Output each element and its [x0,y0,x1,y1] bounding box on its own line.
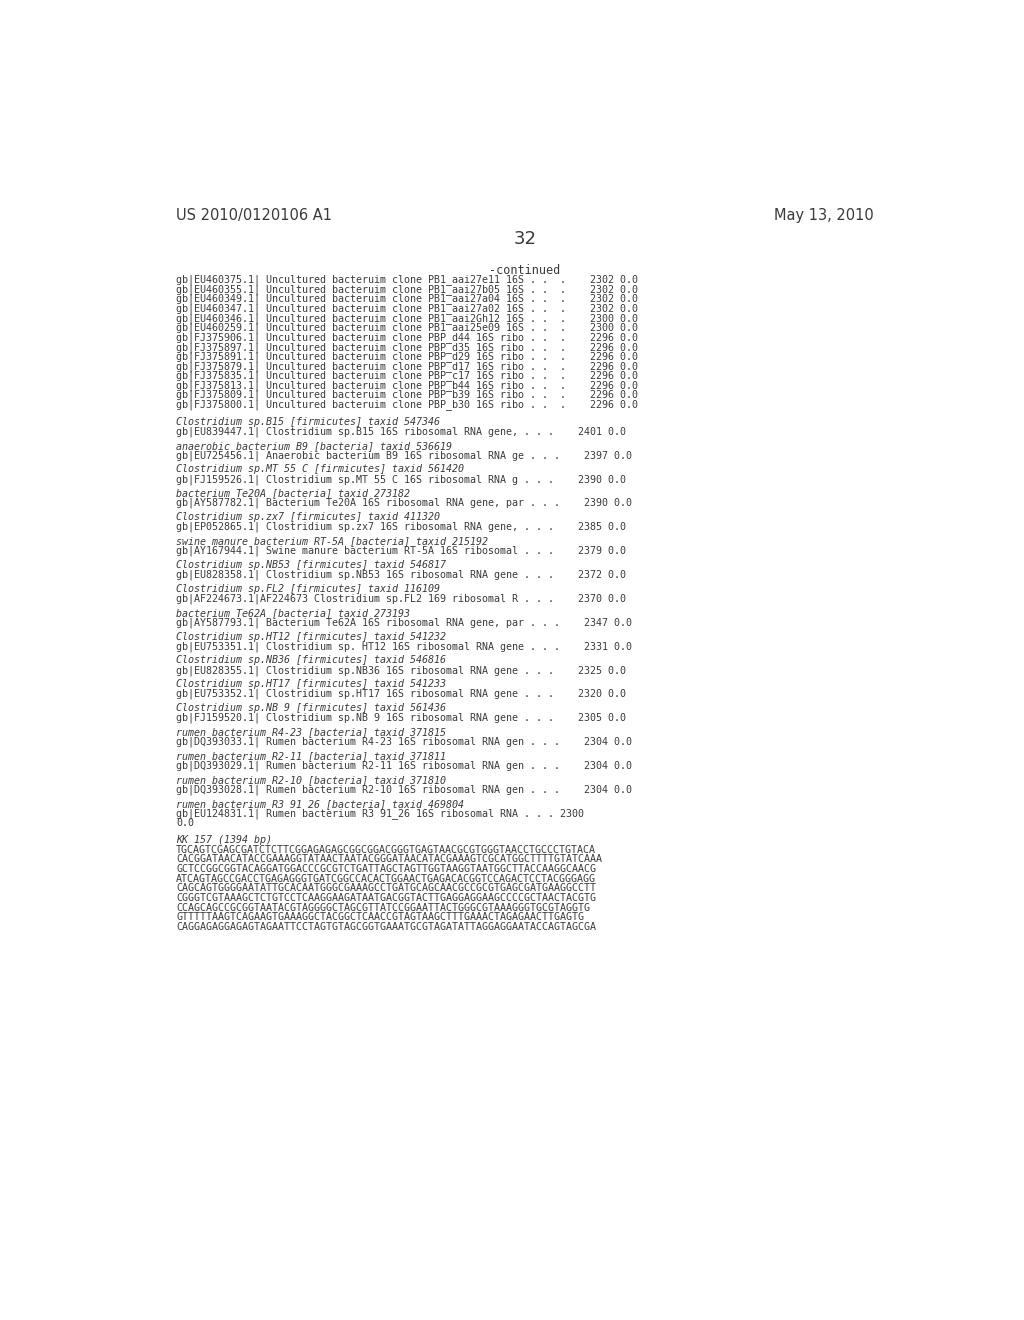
Text: GCTCCGGCGGTACAGGATGGACCCGCGTCTGATTAGCTAGTTGGTAAGGTAATGGCTTACCAAGGCAACG: GCTCCGGCGGTACAGGATGGACCCGCGTCTGATTAGCTAG… [176,865,596,874]
Text: gb|FJ375835.1| Uncultured bacteruim clone PBP_c17 16S ribo . .  .    2296 0.0: gb|FJ375835.1| Uncultured bacteruim clon… [176,371,638,381]
Text: 32: 32 [513,230,537,248]
Text: swine manure bacterium RT-5A [bacteria] taxid 215192: swine manure bacterium RT-5A [bacteria] … [176,536,488,546]
Text: gb|EU828358.1| Clostridium sp.NB53 16S ribosomal RNA gene . . .    2372 0.0: gb|EU828358.1| Clostridium sp.NB53 16S r… [176,570,626,579]
Text: KK 157 (1394 bp): KK 157 (1394 bp) [176,836,272,845]
Text: gb|EU460346.1| Uncultured bacteruim clone PB1_aai2Gh12 16S . .  .    2300 0.0: gb|EU460346.1| Uncultured bacteruim clon… [176,313,638,323]
Text: 0.0: 0.0 [176,818,195,828]
Text: gb|EU460349.1| Uncultured bacteruim clone PB1_aai27a04 16S . .  .    2302 0.0: gb|EU460349.1| Uncultured bacteruim clon… [176,293,638,305]
Text: gb|FJ159526.1| Clostridium sp.MT 55 C 16S ribosomal RNA g . . .    2390 0.0: gb|FJ159526.1| Clostridium sp.MT 55 C 16… [176,474,626,484]
Text: gb|DQ393029.1| Rumen bacterium R2-11 16S ribosomal RNA gen . . .    2304 0.0: gb|DQ393029.1| Rumen bacterium R2-11 16S… [176,760,632,771]
Text: Clostridium sp.zx7 [firmicutes] taxid 411320: Clostridium sp.zx7 [firmicutes] taxid 41… [176,512,440,523]
Text: Clostridium sp.B15 [firmicutes] taxid 547346: Clostridium sp.B15 [firmicutes] taxid 54… [176,417,440,426]
Text: gb|DQ393028.1| Rumen bacterium R2-10 16S ribosomal RNA gen . . .    2304 0.0: gb|DQ393028.1| Rumen bacterium R2-10 16S… [176,784,632,795]
Text: Clostridium sp.HT12 [firmicutes] taxid 541232: Clostridium sp.HT12 [firmicutes] taxid 5… [176,631,446,642]
Text: gb|FJ375800.1| Uncultured bacteruim clone PBP_b30 16S ribo . .  .    2296 0.0: gb|FJ375800.1| Uncultured bacteruim clon… [176,400,638,411]
Text: Clostridium sp.NB 9 [firmicutes] taxid 561436: Clostridium sp.NB 9 [firmicutes] taxid 5… [176,704,446,713]
Text: gb|EU124831.1| Rumen bacterium R3 91_26 16S ribosomal RNA . . . 2300: gb|EU124831.1| Rumen bacterium R3 91_26 … [176,808,584,820]
Text: gb|DQ393033.1| Rumen bacterium R4-23 16S ribosomal RNA gen . . .    2304 0.0: gb|DQ393033.1| Rumen bacterium R4-23 16S… [176,737,632,747]
Text: gb|FJ375879.1| Uncultured bacteruim clone PBP_d17 16S ribo . .  .    2296 0.0: gb|FJ375879.1| Uncultured bacteruim clon… [176,360,638,372]
Text: gb|EP052865.1| Clostridium sp.zx7 16S ribosomal RNA gene, . . .    2385 0.0: gb|EP052865.1| Clostridium sp.zx7 16S ri… [176,521,626,532]
Text: gb|EU828355.1| Clostridium sp.NB36 16S ribosomal RNA gene . . .    2325 0.0: gb|EU828355.1| Clostridium sp.NB36 16S r… [176,665,626,676]
Text: gb|EU753351.1| Clostridium sp. HT12 16S ribosomal RNA gene . . .    2331 0.0: gb|EU753351.1| Clostridium sp. HT12 16S … [176,642,632,652]
Text: CAGGAGAGGAGAGTAGAATTCCTAGTGTAGCGGTGAAATGCGTAGATATTAGGAGGAATACCAGTAGCGA: CAGGAGAGGAGAGTAGAATTCCTAGTGTAGCGGTGAAATG… [176,921,596,932]
Text: gb|EU460355.1| Uncultured bacteruim clone PB1_aai27b05 16S . .  .    2302 0.0: gb|EU460355.1| Uncultured bacteruim clon… [176,284,638,294]
Text: Clostridium sp.FL2 [firmicutes] taxid 116109: Clostridium sp.FL2 [firmicutes] taxid 11… [176,583,440,594]
Text: gb|EU460259.1| Uncultured bacteruim clone PB1 aai25e09 16S . .  .    2300 0.0: gb|EU460259.1| Uncultured bacteruim clon… [176,322,638,333]
Text: CAGCAGTGGGGAATATTGCACAATGGGCGAAAGCCTGATGCAGCAACGCCGCGTGAGCGATGAAGGCCTT: CAGCAGTGGGGAATATTGCACAATGGGCGAAAGCCTGATG… [176,883,596,894]
Text: gb|FJ375813.1| Uncultured bacteruim clone PBP_b44 16S ribo . .  .    2296 0.0: gb|FJ375813.1| Uncultured bacteruim clon… [176,380,638,391]
Text: gb|FJ375809.1| Uncultured bacteruim clone PBP b39 16S ribo . .  .    2296 0.0: gb|FJ375809.1| Uncultured bacteruim clon… [176,389,638,400]
Text: gb|EU839447.1| Clostridium sp.B15 16S ribosomal RNA gene, . . .    2401 0.0: gb|EU839447.1| Clostridium sp.B15 16S ri… [176,426,626,437]
Text: gb|FJ159520.1| Clostridium sp.NB 9 16S ribosomal RNA gene . . .    2305 0.0: gb|FJ159520.1| Clostridium sp.NB 9 16S r… [176,713,626,723]
Text: gb|EU460347.1| Uncultured bacteruim clone PB1_aai27a02 16S . .  .    2302 0.0: gb|EU460347.1| Uncultured bacteruim clon… [176,304,638,314]
Text: CCAGCAGCCGCGGTAATACGTAGGGGCTAGCGTTATCCGGAATTACTGGGCGTAAAGGGTGCGTAGGTG: CCAGCAGCCGCGGTAATACGTAGGGGCTAGCGTTATCCGG… [176,903,590,912]
Text: bacterium Te62A [bacteria] taxid 273193: bacterium Te62A [bacteria] taxid 273193 [176,607,410,618]
Text: rumen bacterium R2-11 [bacteria] taxid 371811: rumen bacterium R2-11 [bacteria] taxid 3… [176,751,446,760]
Text: May 13, 2010: May 13, 2010 [774,209,873,223]
Text: GTTTTTAAGTCAGAAGTGAAAGGCTACGGCTCAACCGTAGTAAGCTTTGAAACTAGAGAACTTGAGTG: GTTTTTAAGTCAGAAGTGAAAGGCTACGGCTCAACCGTAG… [176,912,584,923]
Text: rumen bacterium R3 91 26 [bacteria] taxid 469804: rumen bacterium R3 91 26 [bacteria] taxi… [176,799,464,809]
Text: Clostridium sp.NB36 [firmicutes] taxid 546816: Clostridium sp.NB36 [firmicutes] taxid 5… [176,656,446,665]
Text: Clostridium sp.MT 55 C [firmicutes] taxid 561420: Clostridium sp.MT 55 C [firmicutes] taxi… [176,465,464,474]
Text: anaerobic bacterium B9 [bacteria] taxid 536619: anaerobic bacterium B9 [bacteria] taxid … [176,441,452,450]
Text: Clostridium sp.NB53 [firmicutes] taxid 546817: Clostridium sp.NB53 [firmicutes] taxid 5… [176,560,446,570]
Text: CGGGTCGTAAAGCTCTGTCCTCAAGGAAGATAATGACGGTACTTGAGGAGGAAGCCCCGCTAACTACGTG: CGGGTCGTAAAGCTCTGTCCTCAAGGAAGATAATGACGGT… [176,892,596,903]
Text: Clostridium sp.HT17 [firmicutes] taxid 541233: Clostridium sp.HT17 [firmicutes] taxid 5… [176,680,446,689]
Text: rumen bacterium R2-10 [bacteria] taxid 371810: rumen bacterium R2-10 [bacteria] taxid 3… [176,775,446,785]
Text: gb|AY587782.1| Bacterium Te20A 16S ribosomal RNA gene, par . . .    2390 0.0: gb|AY587782.1| Bacterium Te20A 16S ribos… [176,498,632,508]
Text: gb|AF224673.1|AF224673 Clostridium sp.FL2 169 ribosomal R . . .    2370 0.0: gb|AF224673.1|AF224673 Clostridium sp.FL… [176,594,626,605]
Text: gb|FJ375897.1| Uncultured bacteruim clone PBP_d35 16S ribo . .  .    2296 0.0: gb|FJ375897.1| Uncultured bacteruim clon… [176,342,638,352]
Text: bacterium Te20A [bacteria] taxid 273182: bacterium Te20A [bacteria] taxid 273182 [176,488,410,499]
Text: US 2010/0120106 A1: US 2010/0120106 A1 [176,209,332,223]
Text: gb|EU725456.1| Anaerobic bacterium B9 16S ribosomal RNA ge . . .    2397 0.0: gb|EU725456.1| Anaerobic bacterium B9 16… [176,450,632,461]
Text: gb|FJ375891.1| Uncultured bacteruim clone PBP_d29 16S ribo . .  .    2296 0.0: gb|FJ375891.1| Uncultured bacteruim clon… [176,351,638,362]
Text: gb|FJ375906.1| Uncultured bacteruim clone PBP_d44 16S ribo . .  .    2296 0.0: gb|FJ375906.1| Uncultured bacteruim clon… [176,333,638,343]
Text: TGCAGTCGAGCGATCTCTTCGGAGAGAGCGGCGGACGGGTGAGTAACGCGTGGGTAACCTGCCCTGTACA: TGCAGTCGAGCGATCTCTTCGGAGAGAGCGGCGGACGGGT… [176,845,596,855]
Text: gb|AY587793.1| Bacterium Te62A 16S ribosomal RNA gene, par . . .    2347 0.0: gb|AY587793.1| Bacterium Te62A 16S ribos… [176,618,632,628]
Text: CACGGATAACATACCGAAAGGTATAACTAATACGGGATAACATACGAAAGTCGCATGGCTTTTGTATCAAA: CACGGATAACATACCGAAAGGTATAACTAATACGGGATAA… [176,854,602,865]
Text: gb|EU460375.1| Uncultured bacteruim clone PB1_aai27e11 16S . .  .    2302 0.0: gb|EU460375.1| Uncultured bacteruim clon… [176,275,638,285]
Text: rumen bacterium R4-23 [bacteria] taxid 371815: rumen bacterium R4-23 [bacteria] taxid 3… [176,727,446,737]
Text: -continued: -continued [489,264,560,277]
Text: ATCAGTAGCCGACCTGAGAGGGTGATCGGCCACACTGGAACTGAGACACGGTCCAGACTCCTACGGGAGG: ATCAGTAGCCGACCTGAGAGGGTGATCGGCCACACTGGAA… [176,874,596,883]
Text: gb|EU753352.1| Clostridium sp.HT17 16S ribosomal RNA gene . . .    2320 0.0: gb|EU753352.1| Clostridium sp.HT17 16S r… [176,689,626,700]
Text: gb|AY167944.1| Swine manure bacterium RT-5A 16S ribosomal . . .    2379 0.0: gb|AY167944.1| Swine manure bacterium RT… [176,545,626,556]
